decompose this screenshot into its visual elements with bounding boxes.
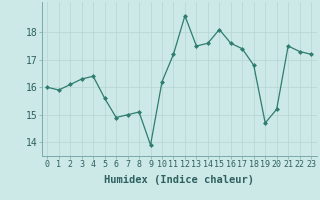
X-axis label: Humidex (Indice chaleur): Humidex (Indice chaleur)	[104, 175, 254, 185]
